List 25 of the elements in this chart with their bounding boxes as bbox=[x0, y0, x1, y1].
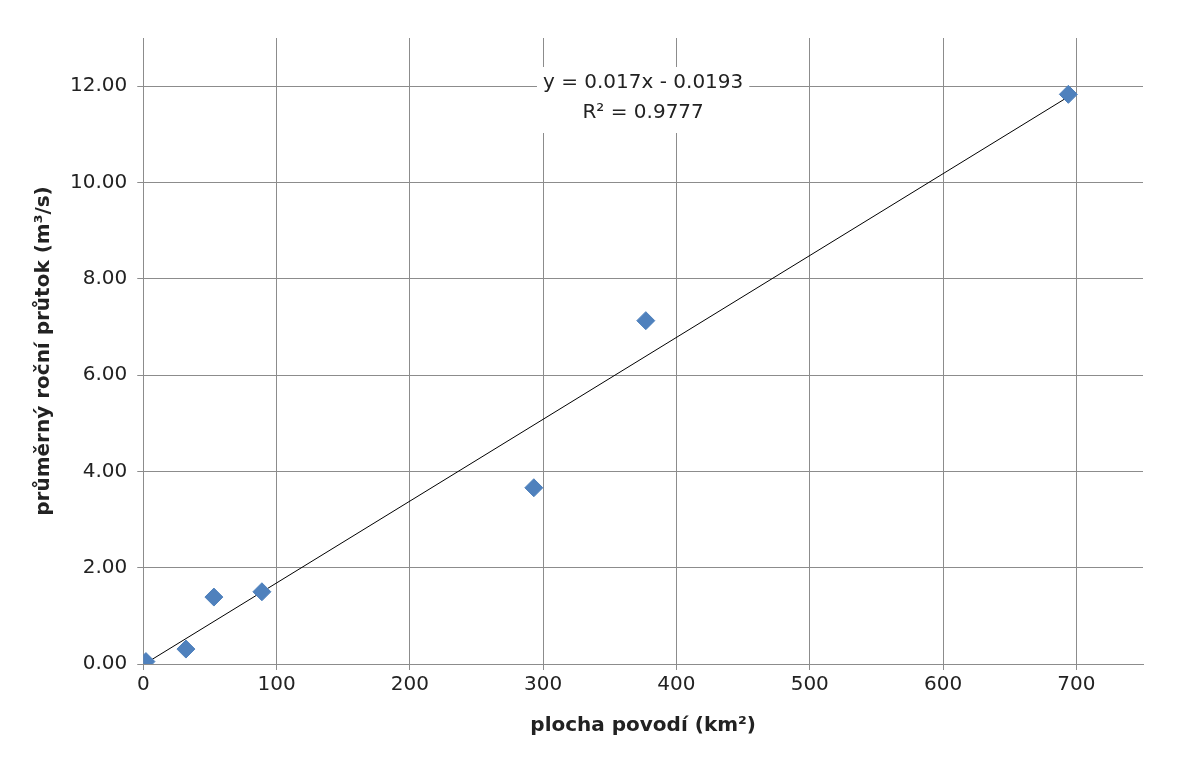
x-tick-label: 0 bbox=[136, 671, 150, 696]
point bbox=[524, 478, 544, 498]
y-tick-label: 8.00 bbox=[82, 264, 128, 289]
point bbox=[176, 639, 196, 659]
x-tick-label: 700 bbox=[1057, 671, 1096, 696]
x-tick-label: 600 bbox=[923, 671, 963, 696]
point bbox=[636, 311, 656, 331]
y-tick-label: 10.00 bbox=[69, 168, 128, 193]
point bbox=[1058, 84, 1078, 104]
point bbox=[204, 587, 224, 607]
annotation: R² = 0.9777 bbox=[582, 99, 704, 124]
x-tick-label: 500 bbox=[790, 671, 829, 696]
y-tick-label: 12.00 bbox=[69, 72, 128, 97]
y-tick-label: 4.00 bbox=[82, 457, 128, 482]
x-tick-label: 100 bbox=[257, 671, 296, 696]
y-axis-title: průměrný roční průtok (m³/s) bbox=[30, 186, 55, 516]
annotation: y = 0.017x - 0.0193 bbox=[542, 69, 744, 94]
x-tick-label: 200 bbox=[390, 671, 429, 696]
y-tick-label: 6.00 bbox=[82, 361, 128, 386]
x-axis-title: plocha povodí (km²) bbox=[530, 712, 756, 737]
point bbox=[252, 582, 272, 602]
x-tick-label: 300 bbox=[524, 671, 563, 696]
x-tick-label: 400 bbox=[657, 671, 696, 696]
y-tick-label: 0.00 bbox=[82, 650, 128, 675]
y-tick-label: 2.00 bbox=[82, 553, 128, 578]
